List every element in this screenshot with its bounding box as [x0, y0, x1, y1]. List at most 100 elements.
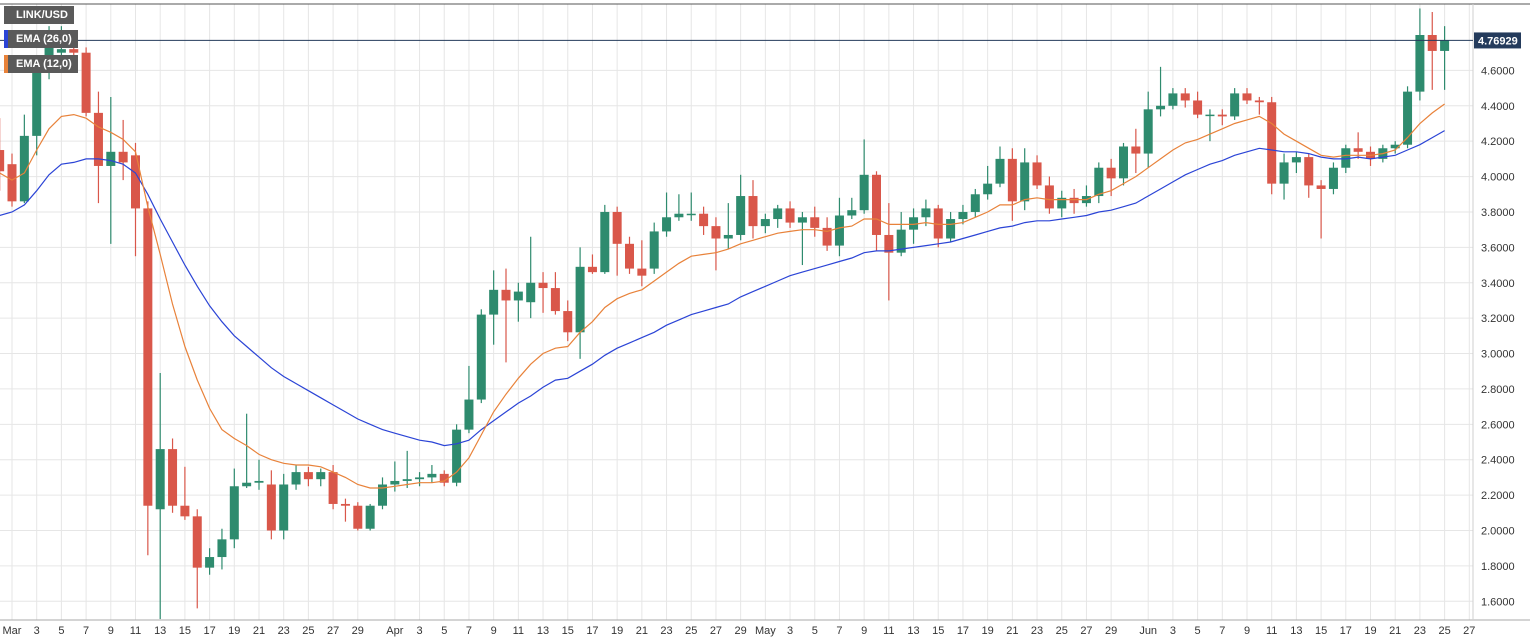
candle-body	[180, 505, 190, 517]
candle-body	[822, 227, 832, 246]
candle-body	[1106, 167, 1116, 179]
candle-body	[1217, 114, 1227, 117]
candle	[995, 146, 1005, 188]
candle-body	[686, 213, 696, 216]
y-tick-label: 2.0000	[1481, 526, 1515, 538]
candle-body	[353, 505, 363, 529]
candle-body	[0, 150, 5, 172]
x-tick-label: Jun	[1139, 625, 1157, 637]
candle-body	[575, 266, 585, 333]
current-price-label: 4.76929	[1478, 35, 1518, 47]
candle-body	[1205, 114, 1215, 117]
candle	[1057, 190, 1067, 218]
candle-body	[439, 473, 449, 483]
y-tick-label: 3.2000	[1481, 313, 1515, 325]
candle	[291, 465, 301, 490]
candle	[143, 201, 153, 556]
candle-body	[229, 486, 239, 540]
candle	[32, 65, 42, 156]
candle	[1242, 88, 1252, 105]
candle-body	[1415, 35, 1425, 92]
x-tick-label: 15	[562, 625, 574, 637]
candle-body	[1279, 162, 1289, 184]
y-tick-label: 4.4000	[1481, 101, 1515, 113]
candle	[723, 203, 733, 250]
candle	[575, 247, 585, 359]
ema26-line	[0, 130, 1445, 447]
candle	[242, 413, 252, 489]
legend-ema12: EMA (12,0)	[4, 55, 78, 73]
candle-body	[1427, 35, 1437, 51]
candle-body	[192, 516, 202, 568]
candle-body	[217, 539, 227, 558]
x-tick-label: 5	[1195, 625, 1201, 637]
candle	[1180, 88, 1190, 108]
candle	[797, 211, 807, 266]
candle-body	[612, 211, 622, 244]
candle-body	[254, 480, 264, 483]
x-tick-label: 7	[466, 625, 472, 637]
candle	[587, 254, 597, 274]
candle-body	[699, 213, 709, 227]
candle-body	[1353, 148, 1363, 152]
candle-body	[464, 399, 474, 430]
candle-body	[1230, 93, 1240, 117]
ema12-line	[0, 103, 1445, 489]
y-tick-label: 3.8000	[1481, 207, 1515, 219]
candle	[785, 201, 795, 228]
candle	[489, 270, 499, 345]
candle	[415, 472, 425, 487]
candle-body	[1007, 158, 1017, 202]
candle-body	[921, 208, 931, 218]
candle-body	[489, 289, 499, 315]
candle	[340, 498, 350, 522]
x-tick-label: 11	[883, 625, 894, 637]
candle	[625, 236, 634, 274]
x-tick-label: 7	[83, 625, 89, 637]
candle	[131, 142, 140, 257]
candle-body	[637, 268, 647, 276]
candle-body	[427, 473, 437, 478]
candle-body	[316, 472, 326, 480]
x-tick-label: 3	[787, 625, 793, 637]
x-tick-label: 3	[1170, 625, 1176, 637]
candle-body	[143, 208, 153, 506]
candle	[699, 206, 709, 235]
candle-body	[810, 217, 820, 228]
candle	[452, 424, 462, 487]
candle	[810, 206, 820, 237]
x-tick-label: 19	[228, 625, 240, 637]
x-tick-label: Mar	[3, 625, 22, 637]
candle	[353, 502, 363, 531]
candle	[501, 268, 511, 363]
x-tick-label: 25	[685, 625, 697, 637]
candle	[834, 197, 844, 257]
candle	[303, 466, 313, 487]
candle	[1168, 88, 1178, 110]
candle	[773, 204, 783, 228]
y-tick-label: 2.8000	[1481, 384, 1515, 396]
candle	[93, 91, 103, 204]
candle-body	[118, 151, 128, 163]
candle	[662, 192, 672, 237]
candle	[1069, 188, 1079, 214]
candle	[1291, 151, 1301, 174]
candle-body	[625, 243, 634, 269]
candle	[1403, 86, 1413, 149]
candle	[464, 365, 474, 434]
candle-body	[93, 112, 103, 166]
x-tick-label: 29	[352, 625, 364, 637]
x-tick-label: 27	[327, 625, 339, 637]
candle-body	[1328, 167, 1338, 189]
candle-body	[1267, 102, 1277, 184]
candle-body	[513, 291, 523, 301]
candles	[0, 8, 1450, 619]
y-tick-label: 3.6000	[1481, 242, 1515, 254]
x-tick-label: 29	[1105, 625, 1117, 637]
candle	[1427, 11, 1437, 90]
candle	[563, 300, 573, 342]
candle-body	[773, 208, 783, 220]
candle-body	[415, 477, 425, 480]
candle-body	[7, 164, 17, 202]
